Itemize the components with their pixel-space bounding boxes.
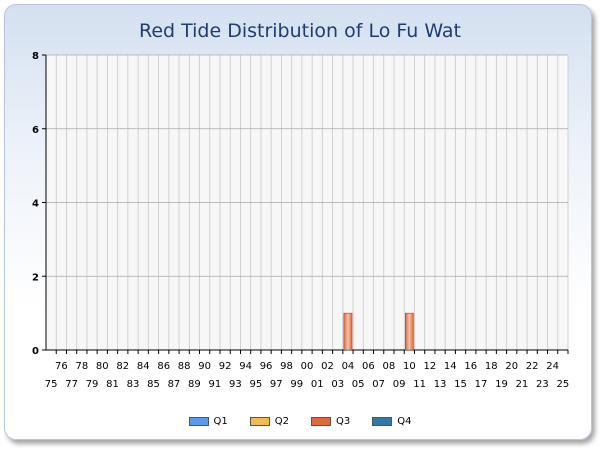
x-tick-label: 75: [45, 379, 58, 390]
x-tick-label: 91: [209, 379, 222, 390]
legend-label: Q2: [274, 416, 289, 427]
legend-item-q3: Q3: [311, 416, 350, 427]
x-tick-label: 98: [280, 361, 293, 372]
x-tick-label: 20: [505, 361, 518, 372]
x-tick-label: 80: [96, 361, 109, 372]
x-tick-label: 85: [147, 379, 160, 390]
x-tick-label: 84: [137, 361, 150, 372]
x-tick-label: 87: [168, 379, 181, 390]
x-tick-label: 23: [536, 379, 549, 390]
x-tick-label: 77: [65, 379, 78, 390]
x-tick-label: 89: [188, 379, 201, 390]
x-tick-label: 97: [270, 379, 283, 390]
chart-title: Red Tide Distribution of Lo Fu Wat: [138, 20, 462, 42]
x-tick-label: 94: [239, 361, 252, 372]
x-tick-label: 83: [127, 379, 140, 390]
bar-q3-10: [405, 312, 414, 351]
x-tick-label: 10: [403, 361, 416, 372]
legend-swatch: [188, 417, 209, 426]
x-tick-label: 96: [260, 361, 273, 372]
x-tick-label: 02: [321, 361, 334, 372]
x-tick-label: 19: [495, 379, 508, 390]
x-tick-label: 08: [383, 361, 396, 372]
x-tick-label: 82: [116, 361, 129, 372]
x-tick-label: 18: [485, 361, 498, 372]
legend-swatch: [249, 417, 270, 426]
x-tick-label: 21: [516, 379, 529, 390]
x-tick-label: 93: [229, 379, 242, 390]
x-tick-label: 76: [55, 361, 68, 372]
x-tick-label: 12: [423, 361, 436, 372]
legend-item-q1: Q1: [188, 416, 228, 427]
x-tick-label: 95: [249, 379, 262, 390]
legend-label: Q3: [336, 416, 351, 427]
legend-label: Q4: [397, 416, 412, 427]
x-tick-label: 11: [413, 379, 426, 390]
bar-q3-04: [343, 312, 353, 351]
x-tick-label: 16: [464, 361, 477, 372]
x-tick-label: 90: [198, 361, 211, 372]
x-tick-label: 03: [331, 379, 344, 390]
x-tick-label: 01: [311, 379, 324, 390]
legend-label: Q1: [213, 416, 228, 427]
legend-item-q2: Q2: [249, 416, 289, 427]
x-tick-label: 14: [444, 361, 457, 372]
x-tick-label: 05: [352, 379, 365, 390]
x-tick-label: 17: [475, 379, 488, 390]
x-tick-label: 78: [75, 361, 88, 372]
x-tick-label: 79: [86, 379, 99, 390]
y-tick-label: 4: [32, 199, 39, 210]
x-tick-label: 15: [454, 379, 467, 390]
x-tick-label: 81: [106, 379, 119, 390]
x-tick-label: 00: [301, 361, 314, 372]
x-tick-label: 22: [526, 361, 539, 372]
x-tick-label: 88: [178, 361, 191, 372]
y-tick-label: 2: [32, 272, 39, 283]
x-tick-label: 24: [546, 361, 559, 372]
x-tick-label: 99: [290, 379, 303, 390]
x-tick-label: 04: [342, 361, 355, 372]
legend-item-q4: Q4: [372, 416, 411, 427]
y-tick-label: 0: [32, 346, 39, 357]
x-tick-label: 25: [557, 379, 570, 390]
x-tick-label: 09: [393, 379, 406, 390]
x-tick-label: 92: [219, 361, 232, 372]
x-tick-label: 86: [157, 361, 170, 372]
legend-swatch: [372, 417, 393, 426]
legend: Q1 Q2 Q3 Q4: [0, 416, 600, 427]
legend-swatch: [311, 417, 331, 426]
x-tick-label: 07: [372, 379, 385, 390]
x-tick-label: 13: [434, 379, 447, 390]
y-tick-label: 8: [32, 51, 39, 62]
x-tick-label: 06: [362, 361, 375, 372]
y-tick-label: 6: [32, 125, 39, 136]
